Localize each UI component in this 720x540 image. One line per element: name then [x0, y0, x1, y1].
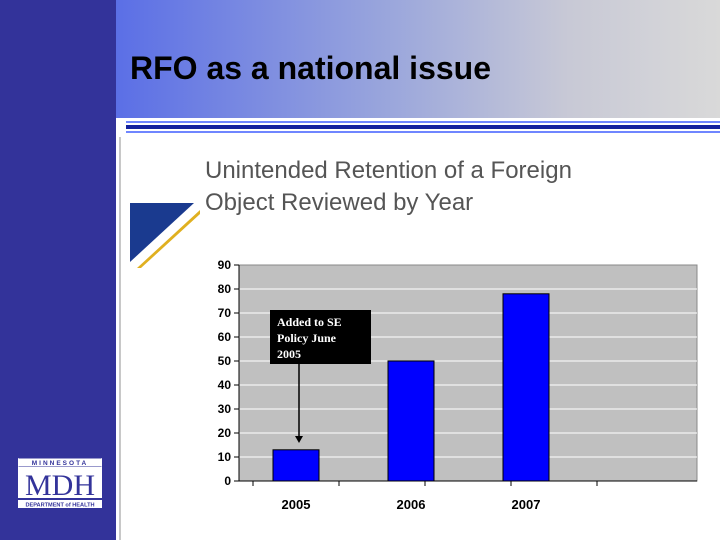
bar-2006 [387, 360, 435, 482]
mdh-logo: MINNESOTA MDH DEPARTMENT of HEALTH [18, 458, 102, 509]
y-tick-label: 80 [218, 282, 232, 296]
header-rule-main [126, 125, 720, 129]
y-tick-label: 30 [218, 402, 232, 416]
x-axis-labels: 2005 2006 2007 [282, 497, 541, 512]
accent-triangle-gold [137, 210, 200, 268]
bar-2005 [272, 449, 320, 482]
x-tick-label: 2005 [282, 497, 311, 512]
y-tick-label: 70 [218, 306, 232, 320]
annotation: Added to SE Policy June 2005 [270, 310, 371, 443]
plot-area [238, 264, 698, 482]
header-rule-top [126, 121, 720, 123]
annotation-box [270, 310, 371, 364]
annotation-arrow-head [295, 436, 303, 443]
header-rule-bottom [126, 131, 720, 133]
y-tick-label: 50 [218, 354, 232, 368]
annotation-line-3: 2005 [277, 347, 301, 361]
accent-triangle-blue [130, 203, 194, 262]
y-tick-label: 10 [218, 450, 232, 464]
annotation-line-1: Added to SE [277, 315, 342, 329]
left-sidebar [0, 0, 116, 540]
logo-bottom-text: DEPARTMENT of HEALTH [25, 503, 94, 509]
y-axis-ticks: 0 10 20 30 40 50 60 70 80 90 [218, 258, 239, 488]
y-tick-label: 20 [218, 426, 232, 440]
bar-2007 [502, 293, 550, 482]
y-tick-label: 0 [224, 474, 231, 488]
chart-title-line-2: Object Reviewed by Year [205, 189, 473, 216]
annotation-line-2: Policy June [277, 331, 337, 345]
x-tick-label: 2007 [512, 497, 541, 512]
logo-top-text: MINNESOTA [32, 460, 89, 467]
logo-text: MDH [25, 469, 95, 502]
y-tick-label: 90 [218, 258, 232, 272]
y-tick-label: 40 [218, 378, 232, 392]
gridlines [239, 288, 697, 458]
page-title: RFO as a national issue [130, 50, 491, 86]
x-tick-label: 2006 [397, 497, 426, 512]
bars [272, 293, 550, 482]
chart-title-line-1: Unintended Retention of a Foreign [205, 157, 572, 184]
header-band [116, 0, 720, 118]
bar-chart: Unintended Retention of a Foreign Object… [130, 157, 698, 512]
y-tick-label: 60 [218, 330, 232, 344]
